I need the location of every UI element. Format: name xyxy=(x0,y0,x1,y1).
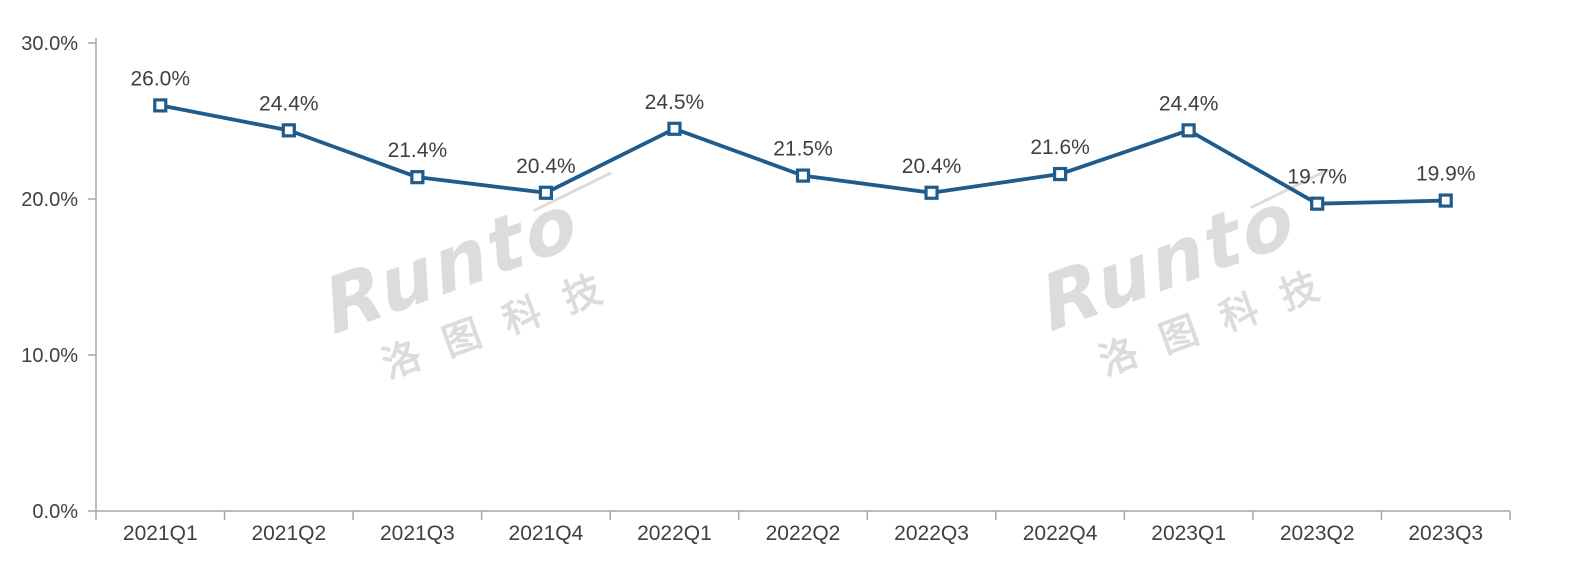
data-point-label: 24.4% xyxy=(259,92,319,115)
data-marker xyxy=(281,123,296,138)
data-point-label: 20.4% xyxy=(902,155,962,178)
x-tick-label: 2022Q4 xyxy=(1023,522,1098,545)
x-tick-label: 2022Q3 xyxy=(894,522,969,545)
data-point-label: 21.4% xyxy=(388,139,448,162)
data-marker xyxy=(1310,196,1325,211)
data-point-label: 21.5% xyxy=(773,138,833,161)
y-tick-label: 20.0% xyxy=(21,189,78,211)
x-tick-label: 2023Q1 xyxy=(1151,522,1226,545)
x-tick-label: 2023Q3 xyxy=(1408,522,1483,545)
y-tick-label: 0.0% xyxy=(32,501,78,523)
x-tick-label: 2021Q3 xyxy=(380,522,455,545)
x-tick-label: 2022Q1 xyxy=(637,522,712,545)
x-tick-label: 2021Q1 xyxy=(123,522,198,545)
data-marker xyxy=(1052,166,1068,182)
y-tick-label: 30.0% xyxy=(21,33,78,55)
data-marker xyxy=(538,185,554,200)
data-point-label: 21.6% xyxy=(1030,136,1090,159)
data-marker xyxy=(1438,193,1453,208)
data-point-label: 19.7% xyxy=(1287,166,1347,189)
data-marker xyxy=(795,168,811,183)
x-tick-label: 2023Q2 xyxy=(1280,522,1355,545)
data-marker xyxy=(1181,123,1196,138)
data-marker xyxy=(410,170,425,185)
data-marker xyxy=(153,98,168,113)
data-point-label: 24.4% xyxy=(1159,92,1219,115)
x-tick-label: 2021Q2 xyxy=(251,522,326,545)
y-tick-label: 10.0% xyxy=(21,345,78,367)
data-marker xyxy=(924,185,939,200)
data-marker xyxy=(667,121,682,136)
data-point-label: 19.9% xyxy=(1416,163,1476,186)
data-point-label: 20.4% xyxy=(516,155,576,178)
data-point-label: 24.5% xyxy=(645,91,705,114)
x-tick-label: 2022Q2 xyxy=(766,522,841,545)
data-point-label: 26.0% xyxy=(130,67,190,90)
x-tick-label: 2021Q4 xyxy=(509,522,584,545)
